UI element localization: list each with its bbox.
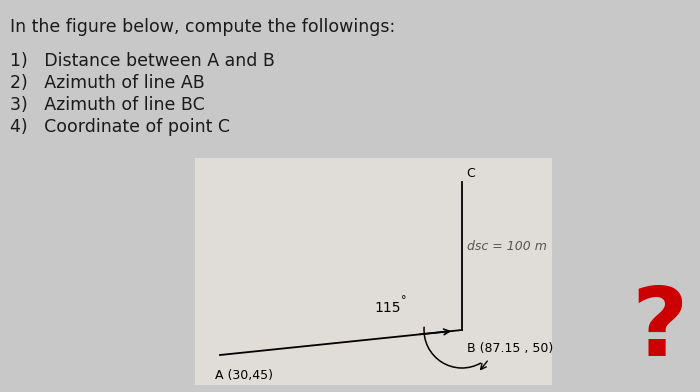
Text: 4)   Coordinate of point C: 4) Coordinate of point C [10,118,230,136]
Text: ?: ? [631,283,688,376]
Text: 1)   Distance between A and B: 1) Distance between A and B [10,52,275,70]
Text: 3)   Azimuth of line BC: 3) Azimuth of line BC [10,96,204,114]
Text: C: C [466,167,475,180]
Text: 2)   Azimuth of line AB: 2) Azimuth of line AB [10,74,204,92]
Text: 115: 115 [374,301,400,315]
Text: dsc = 100 m: dsc = 100 m [467,240,547,252]
Text: °: ° [401,295,407,305]
Text: A (30,45): A (30,45) [215,369,273,382]
Text: B (87.15 , 50): B (87.15 , 50) [467,342,553,355]
Text: In the figure below, compute the followings:: In the figure below, compute the followi… [10,18,395,36]
Bar [195,158,552,385]
